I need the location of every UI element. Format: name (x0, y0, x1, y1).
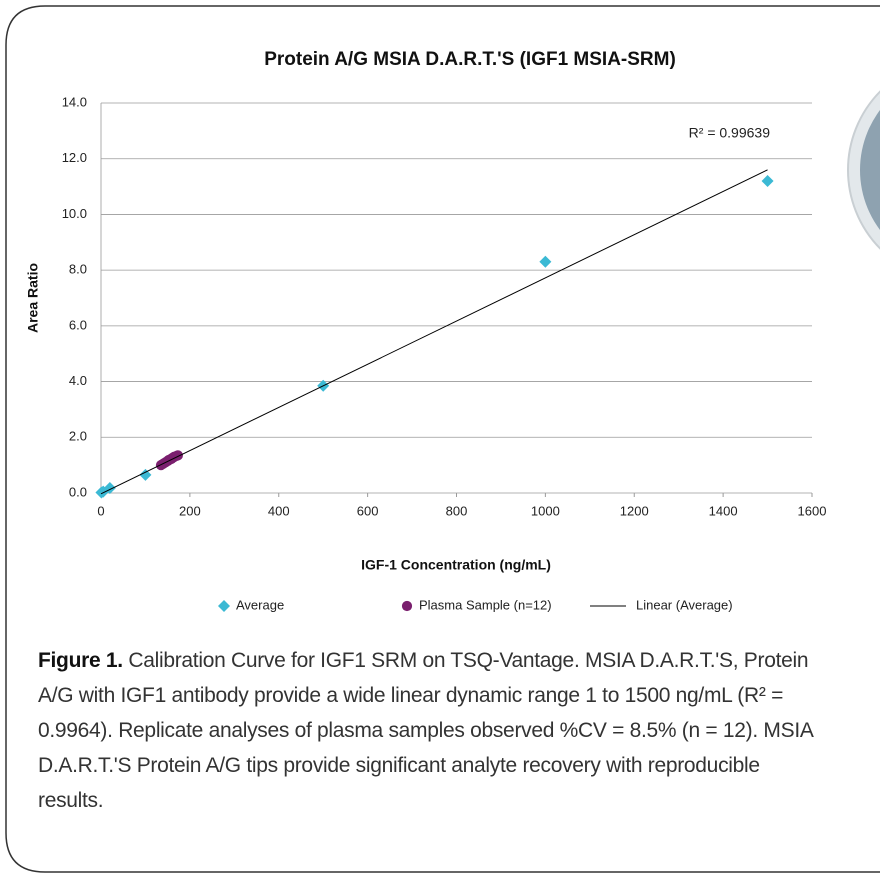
x-tick-label: 1000 (531, 503, 560, 518)
trend-line (100, 169, 768, 495)
circle-marker (401, 600, 413, 612)
y-tick-label: 2.0 (69, 429, 87, 444)
caption: Figure 1. Calibration Curve for IGF1 SRM… (38, 643, 828, 818)
x-tick-label: 1600 (798, 503, 827, 518)
x-axis-label: IGF-1 Concentration (ng/mL) (361, 557, 551, 573)
plot: 0.0 2.0 4.0 6.0 8.0 10.0 12.0 14.0 0 200 400 600 800… (62, 94, 827, 518)
y-axis-label: Area Ratio (25, 263, 41, 333)
legend: Average Plasma Sample (n=12) Linear (Avera… (218, 597, 733, 612)
x-tick-label: 200 (179, 503, 201, 518)
y-tick-label: 6.0 (69, 317, 87, 332)
x-tick-label: 1400 (709, 503, 738, 518)
y-tick-label: 0.0 (69, 484, 87, 499)
panel-border (5, 5, 880, 873)
x-tick-label: 600 (357, 503, 379, 518)
y-tick-label: 4.0 (69, 373, 87, 388)
x-tick-label: 800 (446, 503, 468, 518)
diamond-marker (218, 600, 230, 612)
diamond-marker (761, 175, 774, 187)
caption-text: Calibration Curve for IGF1 SRM on TSQ-Va… (38, 649, 813, 812)
circle-marker (172, 450, 183, 461)
y-tick-label: 8.0 (69, 262, 87, 277)
diamond-marker (539, 255, 552, 268)
x-tick-label: 0 (97, 503, 104, 518)
decor-circle-inner (860, 110, 880, 230)
x-tick-label: 400 (268, 503, 290, 518)
legend-label: Plasma Sample (n=12) (419, 597, 552, 612)
y-tick-label: 10.0 (62, 206, 87, 221)
y-tick-label: 12.0 (62, 150, 87, 165)
legend-label: Average (236, 597, 284, 612)
diamond-marker (139, 468, 152, 481)
y-tick-label: 14.0 (62, 94, 87, 109)
legend-label: Linear (Average) (636, 597, 733, 612)
x-tick-label: 1200 (620, 503, 649, 518)
caption-label: Figure 1. (38, 649, 123, 672)
r2-annotation: R² = 0.99639 (689, 125, 771, 141)
chart-title: Protein A/G MSIA D.A.R.T.'S (IGF1 MSIA-S… (264, 49, 676, 70)
